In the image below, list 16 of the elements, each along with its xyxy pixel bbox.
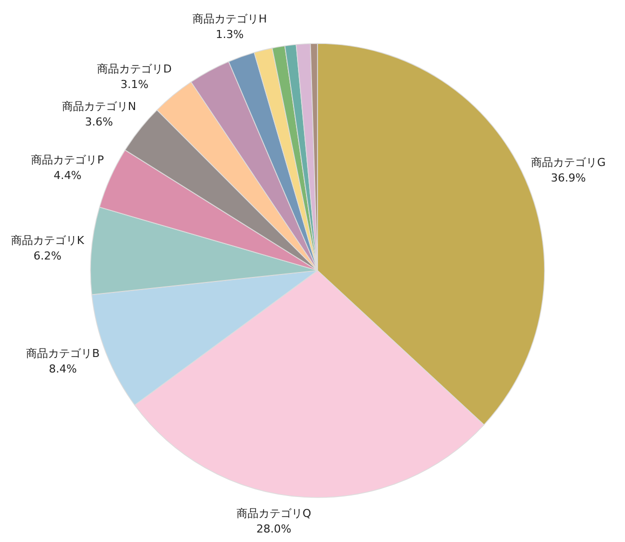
slice-label: 商品カテゴリQ [236,506,312,520]
slice-label: 商品カテゴリN [62,100,136,113]
data-label: 3.6% [84,115,113,128]
data-label: 3.1% [120,78,148,91]
slice-label: 商品カテゴリG [531,156,606,169]
slice-label: 商品カテゴリP [31,154,104,167]
data-label: 36.9% [550,171,586,184]
data-label: 28.0% [256,522,292,536]
slice-label: 商品カテゴリK [10,234,85,248]
data-label: 8.4% [48,362,77,376]
data-label: 4.4% [54,169,82,182]
data-label: 6.2% [33,250,62,263]
slice-label: 商品カテゴリH [192,12,267,26]
slice-label: 商品カテゴリD [97,62,172,76]
data-label: 1.3% [216,28,244,42]
slice-label: 商品カテゴリB [26,347,100,360]
